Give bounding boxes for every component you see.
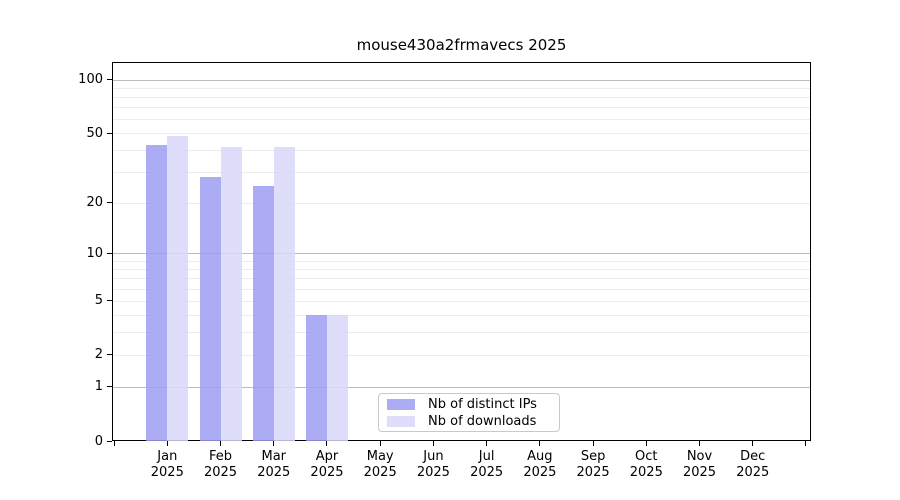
- gridline-5: [113, 300, 810, 302]
- plot-area: [112, 62, 811, 441]
- x-tick-mark-3: [273, 441, 275, 446]
- x-tick-label-nov: Nov 2025: [682, 449, 717, 480]
- x-tick-mark-11: [699, 441, 701, 446]
- x-tick-mark-9: [592, 441, 594, 446]
- y-tick-label-5: 5: [94, 293, 103, 309]
- gridline-2: [113, 354, 810, 356]
- y-tick-mark-2: [107, 354, 112, 356]
- gridline-90: [113, 87, 810, 89]
- legend-swatch-downloads-icon: [387, 415, 415, 427]
- legend: Nb of distinct IPs Nb of downloads: [378, 393, 560, 432]
- x-tick-label-jul: Jul 2025: [470, 449, 504, 480]
- gridline-4: [113, 315, 810, 316]
- x-tick-mark-4: [326, 441, 328, 446]
- y-tick-label-10: 10: [86, 245, 103, 261]
- gridline-1: [113, 386, 810, 388]
- x-tick-mark-5: [379, 441, 381, 446]
- x-tick-mark-8: [539, 441, 541, 446]
- x-tick-mark-1: [166, 441, 168, 446]
- y-tick-mark-50: [107, 132, 112, 134]
- y-tick-label-100: 100: [78, 72, 103, 88]
- x-tick-label-apr: Apr 2025: [310, 449, 344, 480]
- gridline-30: [113, 172, 810, 174]
- x-tick-label-oct: Oct 2025: [629, 449, 663, 480]
- x-tick-label-jan: Jan 2025: [150, 449, 184, 480]
- chart-title: mouse430a2frmavecs 2025: [356, 36, 567, 54]
- x-tick-label-jun: Jun 2025: [416, 449, 450, 480]
- y-tick-mark-5: [107, 300, 112, 302]
- gridline-20: [113, 202, 810, 204]
- legend-label-distinct-ips: Nb of distinct IPs: [428, 396, 537, 412]
- x-tick-label-may: May 2025: [363, 449, 397, 480]
- y-tick-label-20: 20: [86, 195, 103, 211]
- gridline-50: [113, 133, 810, 135]
- y-tick-label-50: 50: [86, 125, 103, 141]
- x-tick-mark-13: [805, 441, 807, 446]
- bar-mar-distinct-ips: [252, 185, 274, 441]
- gridline-7: [113, 278, 810, 280]
- legend-swatch-distinct-ips-icon: [387, 398, 415, 410]
- x-tick-mark-6: [432, 441, 434, 446]
- y-tick-label-0: 0: [94, 433, 103, 449]
- x-tick-mark-2: [220, 441, 222, 446]
- bar-mar-downloads: [273, 146, 295, 441]
- y-tick-mark-0: [107, 440, 112, 442]
- y-tick-label-1: 1: [94, 379, 103, 395]
- x-tick-mark-7: [486, 441, 488, 446]
- gridline-9: [113, 260, 810, 262]
- gridline-80: [113, 96, 810, 98]
- y-tick-mark-20: [107, 202, 112, 204]
- x-tick-label-dec: Dec 2025: [736, 449, 770, 480]
- gridline-70: [113, 107, 810, 109]
- bar-apr-distinct-ips: [305, 315, 327, 441]
- bar-apr-downloads: [326, 315, 348, 441]
- legend-item-distinct-ips: Nb of distinct IPs: [387, 398, 551, 411]
- bar-feb-downloads: [220, 146, 242, 441]
- legend-label-downloads: Nb of downloads: [428, 413, 537, 429]
- x-tick-label-feb: Feb 2025: [203, 449, 238, 480]
- gridline-100: [113, 79, 810, 81]
- bar-feb-distinct-ips: [199, 177, 221, 441]
- x-tick-label-mar: Mar 2025: [257, 449, 291, 480]
- y-tick-mark-100: [107, 79, 112, 81]
- gridline-3: [113, 332, 810, 334]
- legend-item-downloads: Nb of downloads: [387, 415, 551, 428]
- gridline-60: [113, 119, 810, 121]
- gridline-8: [113, 268, 810, 270]
- gridline-40: [113, 150, 810, 152]
- x-tick-mark-0: [113, 441, 115, 446]
- x-tick-label-sep: Sep 2025: [576, 449, 610, 480]
- y-tick-mark-1: [107, 386, 112, 388]
- gridline-10: [113, 253, 810, 255]
- x-tick-mark-10: [645, 441, 647, 446]
- x-tick-label-aug: Aug 2025: [523, 449, 557, 480]
- bar-jan-distinct-ips: [146, 144, 168, 441]
- y-tick-mark-10: [107, 252, 112, 254]
- bar-jan-downloads: [167, 136, 189, 441]
- y-tick-label-2: 2: [94, 347, 103, 363]
- gridline-6: [113, 288, 810, 290]
- x-tick-mark-12: [752, 441, 754, 446]
